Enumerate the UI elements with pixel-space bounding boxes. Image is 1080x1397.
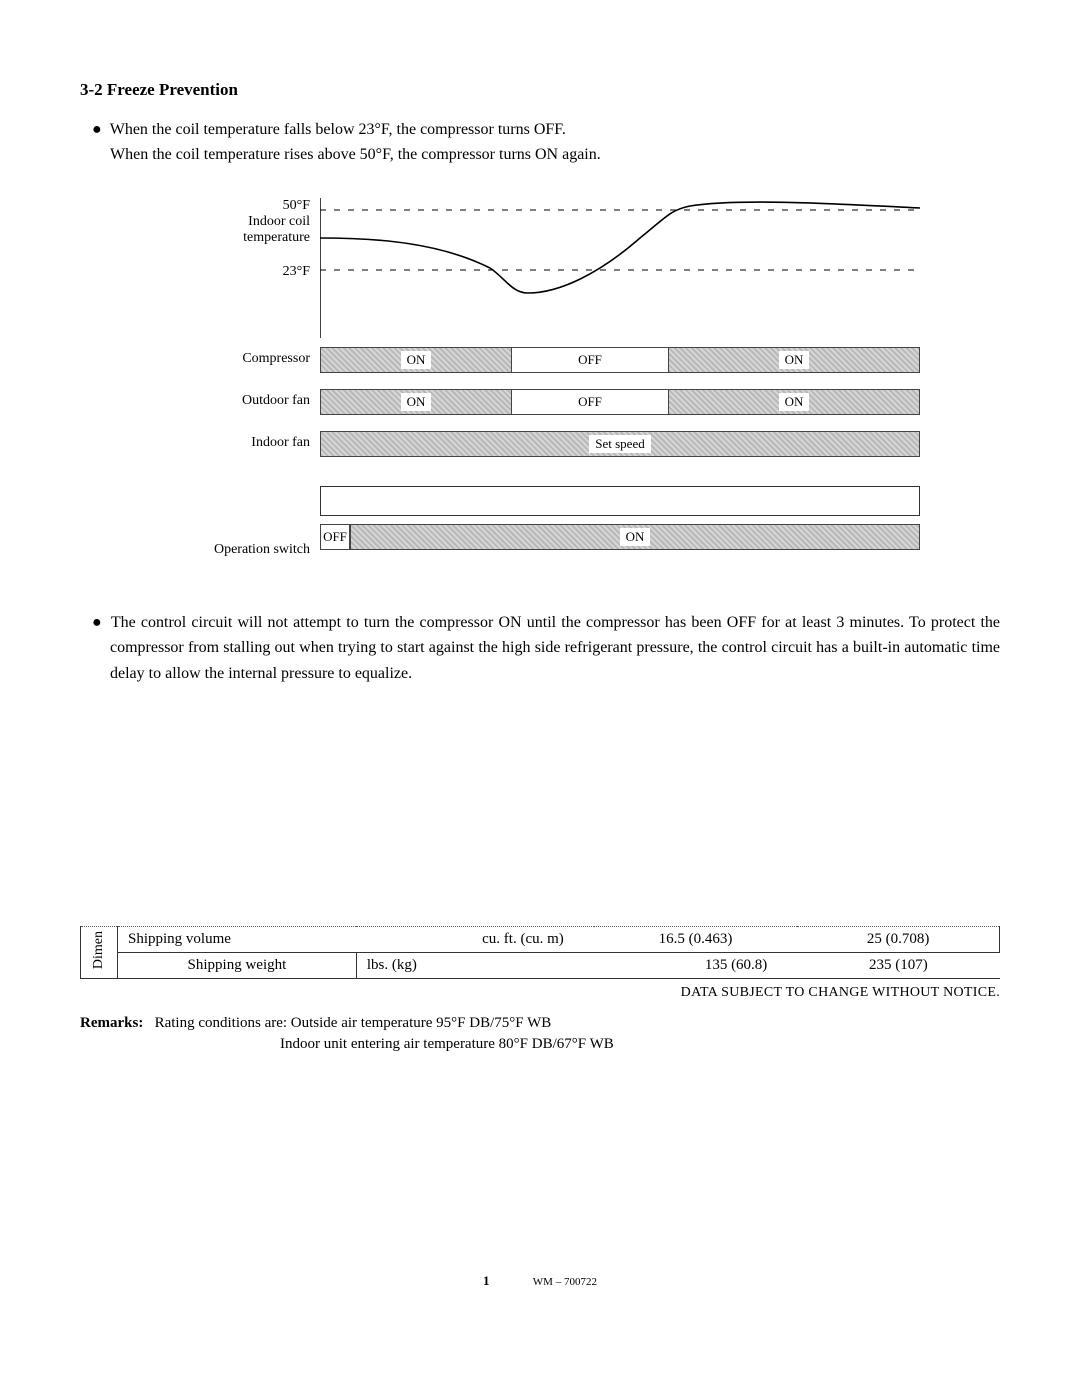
page-footer: 1 WM – 700722 — [80, 1273, 1000, 1289]
opswitch-off-text: OFF — [323, 529, 347, 545]
temp-50-label: 50°F — [283, 198, 310, 214]
outdoor-off-text: OFF — [578, 394, 602, 410]
compressor-on2-text: ON — [779, 351, 810, 369]
opswitch-on-seg: ON — [350, 524, 920, 550]
outdoor-fan-row: Outdoor fan ON OFF ON — [200, 386, 920, 418]
section-heading: 3-2 Freeze Prevention — [80, 80, 1000, 100]
bullet-dot-icon: ● — [92, 118, 106, 143]
remarks-label: Remarks: — [80, 1015, 143, 1031]
compressor-seg-on2: ON — [668, 347, 920, 373]
temp-23-label: 23°F — [283, 264, 310, 280]
cell-v1-1: 135 (60.8) — [594, 953, 798, 979]
outdoor-fan-label: Outdoor fan — [200, 393, 320, 410]
opswitch-on-text: ON — [620, 528, 651, 546]
cell-name-0: Shipping volume — [118, 927, 357, 953]
operation-switch-row: Operation switch OFF ON — [200, 520, 920, 580]
compressor-seg-off: OFF — [512, 347, 668, 373]
indoor-seg: Set speed — [320, 431, 920, 457]
operation-switch-label: Operation switch — [200, 542, 320, 558]
outdoor-on2-text: ON — [779, 393, 810, 411]
remarks-line2: Indoor unit entering air temperature 80°… — [280, 1036, 1000, 1053]
bullet-dot-icon: ● — [92, 610, 106, 636]
cell-name-1: Shipping weight — [118, 953, 357, 979]
temp-curve-row: 50°F Indoor coil temperature 23°F — [200, 198, 920, 338]
compressor-off-text: OFF — [578, 352, 602, 368]
outdoor-seg-on2: ON — [668, 389, 920, 415]
temp-curve-svg — [320, 198, 920, 338]
remarks-line1: Rating conditions are: Outside air tempe… — [155, 1015, 552, 1031]
table-row: Dimen Shipping volume cu. ft. (cu. m) 16… — [81, 927, 1000, 953]
shipping-table: Dimen Shipping volume cu. ft. (cu. m) 16… — [80, 926, 1000, 979]
bullet-2: ● The control circuit will not attempt t… — [110, 610, 1000, 687]
cell-unit-0: cu. ft. (cu. m) — [356, 927, 593, 953]
indoor-fan-label: Indoor fan — [200, 435, 320, 452]
cell-v1-0: 16.5 (0.463) — [594, 927, 798, 953]
indoor-coil-label: Indoor coil temperature — [200, 214, 310, 246]
data-change-notice: DATA SUBJECT TO CHANGE WITHOUT NOTICE. — [80, 985, 1000, 1001]
table-row: Shipping weight lbs. (kg) 135 (60.8) 235… — [81, 953, 1000, 979]
doc-code: WM – 700722 — [533, 1276, 597, 1288]
bullet1-line2: When the coil temperature rises above 50… — [110, 146, 601, 163]
remarks-block: Remarks: Rating conditions are: Outside … — [80, 1015, 1000, 1053]
indoor-fan-row: Indoor fan Set speed — [200, 428, 920, 460]
opswitch-blank-box — [320, 486, 920, 516]
table-side-label: Dimen — [91, 931, 107, 969]
timing-diagram: 50°F Indoor coil temperature 23°F Compre… — [200, 198, 920, 580]
outdoor-seg-off: OFF — [512, 389, 668, 415]
bullet1-line1: When the coil temperature falls below 23… — [110, 121, 566, 138]
compressor-label: Compressor — [200, 351, 320, 368]
compressor-seg-on1: ON — [320, 347, 512, 373]
compressor-on1-text: ON — [401, 351, 432, 369]
outdoor-on1-text: ON — [401, 393, 432, 411]
outdoor-seg-on1: ON — [320, 389, 512, 415]
compressor-row: Compressor ON OFF ON — [200, 344, 920, 376]
opswitch-off-seg: OFF — [320, 524, 350, 550]
cell-v2-1: 235 (107) — [797, 953, 999, 979]
cell-v2-0: 25 (0.708) — [797, 927, 999, 953]
bullet2-text: The control circuit will not attempt to … — [110, 614, 1000, 682]
cell-unit-1: lbs. (kg) — [356, 953, 593, 979]
bullet-1: ● When the coil temperature falls below … — [110, 118, 1000, 168]
indoor-setspeed-text: Set speed — [589, 435, 650, 453]
page-number: 1 — [483, 1273, 490, 1289]
